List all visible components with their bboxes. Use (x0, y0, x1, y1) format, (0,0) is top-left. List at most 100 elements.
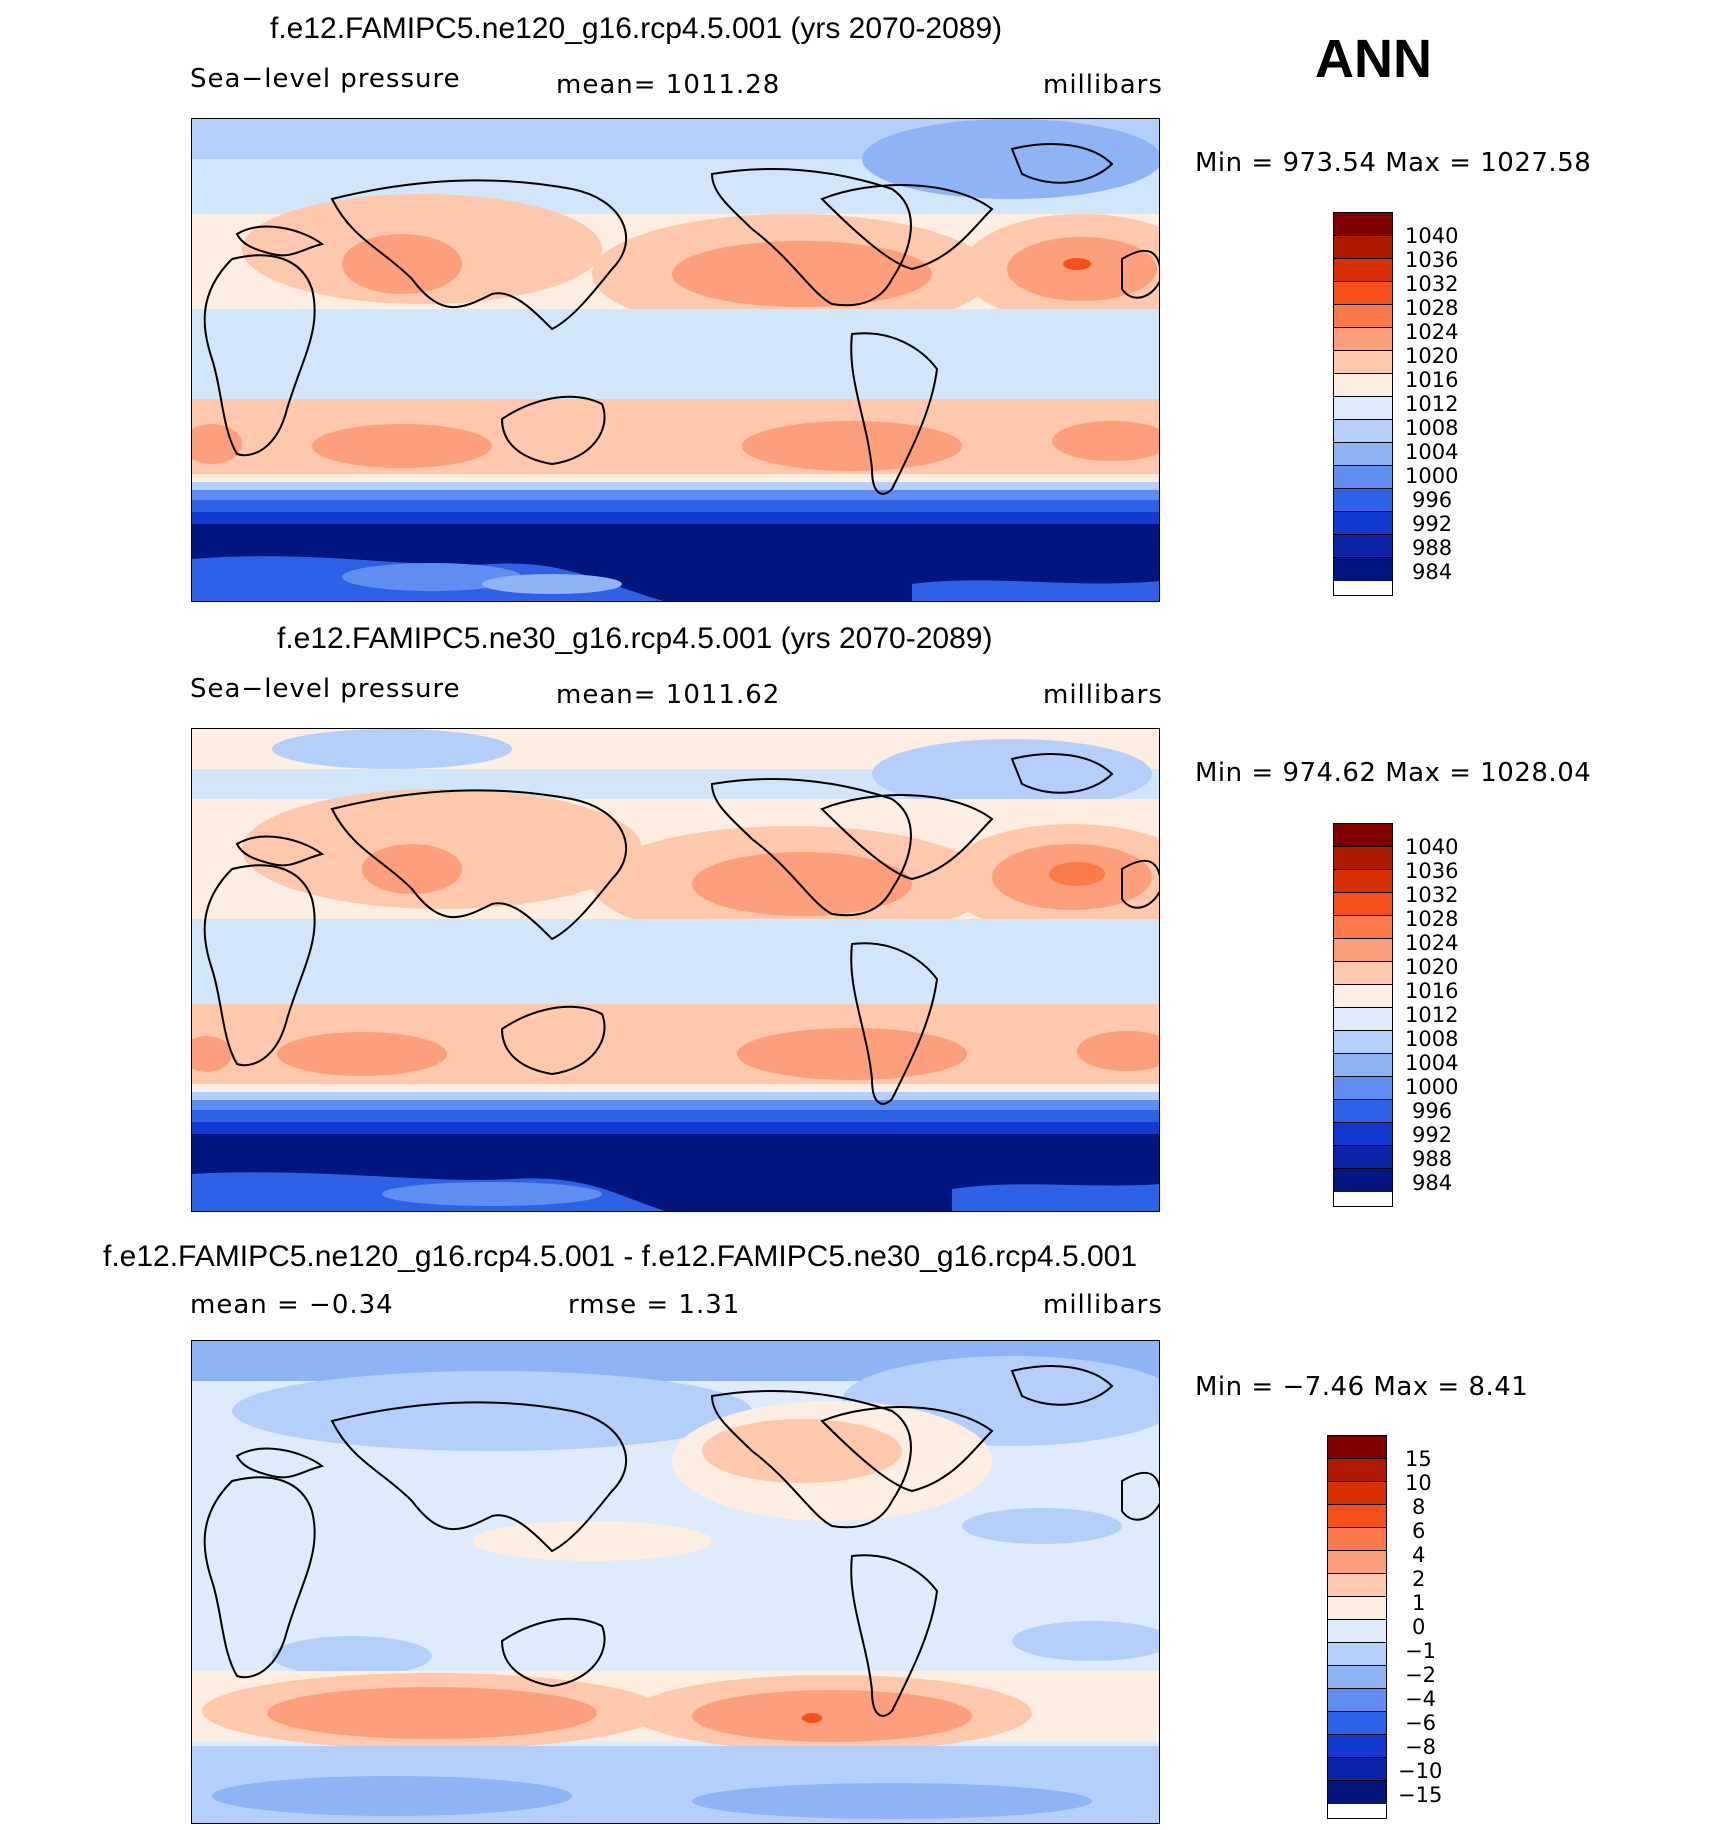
panel-2-colorbar-label: 1028 (1405, 907, 1459, 931)
panel-2-colorbar-swatch (1334, 916, 1392, 939)
panel-3-colorbar-swatch (1328, 1781, 1386, 1804)
panel-2-colorbar-swatch (1334, 1169, 1392, 1192)
panel-2-colorbar-label: 1000 (1405, 1075, 1459, 1099)
panel-3-colorbar-swatch (1328, 1436, 1386, 1459)
panel-1-colorbar-label: 1028 (1405, 296, 1459, 320)
panel-2-map (191, 728, 1160, 1212)
panel-3-minmax: Min = −7.46 Max = 8.41 (1195, 1372, 1529, 1402)
panel-1-colorbar-swatch (1334, 351, 1392, 374)
panel-1-colorbar-swatch (1334, 259, 1392, 282)
panel-3-colorbar-label: 6 (1412, 1519, 1426, 1543)
panel-2-colorbar-swatch (1334, 939, 1392, 962)
panel-2-map-svg (192, 729, 1159, 1211)
panel-2-colorbar-swatch (1334, 893, 1392, 916)
panel-1-minmax: Min = 973.54 Max = 1027.58 (1195, 148, 1592, 178)
panel-3-mean-label: mean = −0.34 (190, 1290, 394, 1320)
panel-1-colorbar-swatch (1334, 535, 1392, 558)
panel-1-colorbar-label: 1032 (1405, 272, 1459, 296)
panel-3-colorbar-label: −10 (1398, 1759, 1443, 1783)
panel-1-colorbar-label: 1016 (1405, 368, 1459, 392)
panel-1-colorbar-label: 1036 (1405, 248, 1459, 272)
panel-3-map (191, 1340, 1160, 1824)
panel-3-title: f.e12.FAMIPC5.ne120_g16.rcp4.5.001 - f.e… (103, 1240, 1138, 1273)
panel-3-colorbar-label: 8 (1412, 1495, 1426, 1519)
panel-3-colorbar-label: 15 (1405, 1447, 1432, 1471)
panel-1-colorbar-swatch (1334, 374, 1392, 397)
panel-3-colorbar-label: 1 (1412, 1591, 1426, 1615)
panel-1-colorbar-label: 1008 (1405, 416, 1459, 440)
panel-1-mean-label: mean= 1011.28 (556, 70, 781, 100)
panel-2-colorbar-label: 984 (1412, 1171, 1453, 1195)
panel-1-colorbar-swatch (1334, 282, 1392, 305)
panel-1-colorbar-swatch (1334, 420, 1392, 443)
panel-2-colorbar-label: 996 (1412, 1099, 1453, 1123)
panel-1-colorbar-swatch (1334, 558, 1392, 581)
panel-2-colorbar-swatch (1334, 1100, 1392, 1123)
panel-3-map-svg (192, 1341, 1159, 1823)
panel-3-colorbar-swatch (1328, 1643, 1386, 1666)
panel-3-colorbar-swatch (1328, 1482, 1386, 1505)
panel-2-colorbar-swatch (1334, 1054, 1392, 1077)
panel-3-colorbar-label: 4 (1412, 1543, 1426, 1567)
panel-1-colorbar-swatch (1334, 236, 1392, 259)
panel-1-colorbar-swatch (1334, 512, 1392, 535)
panel-3-colorbar-swatch (1328, 1551, 1386, 1574)
panel-1-colorbar-label: 984 (1412, 560, 1453, 584)
panel-1-colorbar-label: 1040 (1405, 224, 1459, 248)
panel-1-colorbar-swatch (1334, 443, 1392, 466)
panel-1-colorbar-swatch (1334, 397, 1392, 420)
panel-3-colorbar-swatch (1328, 1574, 1386, 1597)
panel-3-colorbar-swatch (1328, 1689, 1386, 1712)
panel-2-colorbar (1333, 823, 1393, 1207)
panel-3-colorbar-label: −1 (1405, 1639, 1436, 1663)
panel-2-colorbar-label: 1032 (1405, 883, 1459, 907)
panel-1-colorbar-label: 988 (1412, 536, 1453, 560)
panel-2-colorbar-label: 1036 (1405, 859, 1459, 883)
panel-2-colorbar-swatch (1334, 870, 1392, 893)
panel-2-colorbar-swatch (1334, 1031, 1392, 1054)
panel-1-colorbar-swatch (1334, 466, 1392, 489)
panel-2-colorbar-swatch (1334, 962, 1392, 985)
panel-2-colorbar-swatch (1334, 985, 1392, 1008)
panel-3-colorbar-label: −2 (1405, 1663, 1436, 1687)
panel-2-colorbar-label: 988 (1412, 1147, 1453, 1171)
panel-2-title: f.e12.FAMIPC5.ne30_g16.rcp4.5.001 (yrs 2… (277, 622, 993, 655)
season-label: ANN (1315, 29, 1432, 89)
panel-3-colorbar-label: −15 (1398, 1783, 1443, 1807)
panel-1-colorbar-label: 996 (1412, 488, 1453, 512)
panel-3-colorbar (1327, 1435, 1387, 1819)
panel-1-colorbar-swatch (1334, 328, 1392, 351)
panel-3-colorbar-label: −8 (1405, 1735, 1436, 1759)
panel-1-title: f.e12.FAMIPC5.ne120_g16.rcp4.5.001 (yrs … (270, 12, 1003, 45)
panel-1-colorbar-label: 1000 (1405, 464, 1459, 488)
panel-2-colorbar-label: 1024 (1405, 931, 1459, 955)
panel-3-colorbar-swatch (1328, 1505, 1386, 1528)
panel-3-colorbar-swatch (1328, 1758, 1386, 1781)
panel-3-colorbar-swatch (1328, 1735, 1386, 1758)
panel-3-colorbar-swatch (1328, 1712, 1386, 1735)
panel-3-colorbar-swatch (1328, 1666, 1386, 1689)
panel-1-map (191, 118, 1160, 602)
panel-2-mean-label: mean= 1011.62 (556, 680, 781, 710)
panel-3-colorbar-label: 2 (1412, 1567, 1426, 1591)
panel-1-colorbar-swatch (1334, 213, 1392, 236)
panel-2-colorbar-label: 1004 (1405, 1051, 1459, 1075)
panel-3-colorbar-swatch (1328, 1597, 1386, 1620)
panel-1-units-label: millibars (1043, 70, 1163, 100)
panel-3-rmse-label: rmse = 1.31 (568, 1290, 741, 1320)
panel-2-colorbar-swatch (1334, 1008, 1392, 1031)
panel-2-variable-label: Sea−level pressure (190, 674, 461, 704)
panel-2-colorbar-label: 1020 (1405, 955, 1459, 979)
panel-3-colorbar-swatch (1328, 1620, 1386, 1643)
panel-2-colorbar-swatch (1334, 1146, 1392, 1169)
panel-1-map-svg (192, 119, 1159, 601)
panel-3-colorbar-label: −4 (1405, 1687, 1436, 1711)
panel-3-colorbar-label: 10 (1405, 1471, 1432, 1495)
panel-2-colorbar-label: 1040 (1405, 835, 1459, 859)
panel-3-colorbar-swatch (1328, 1528, 1386, 1551)
panel-2-colorbar-label: 1016 (1405, 979, 1459, 1003)
panel-1-colorbar-label: 1012 (1405, 392, 1459, 416)
panel-2-units-label: millibars (1043, 680, 1163, 710)
panel-1-colorbar (1333, 212, 1393, 596)
panel-2-colorbar-swatch (1334, 824, 1392, 847)
